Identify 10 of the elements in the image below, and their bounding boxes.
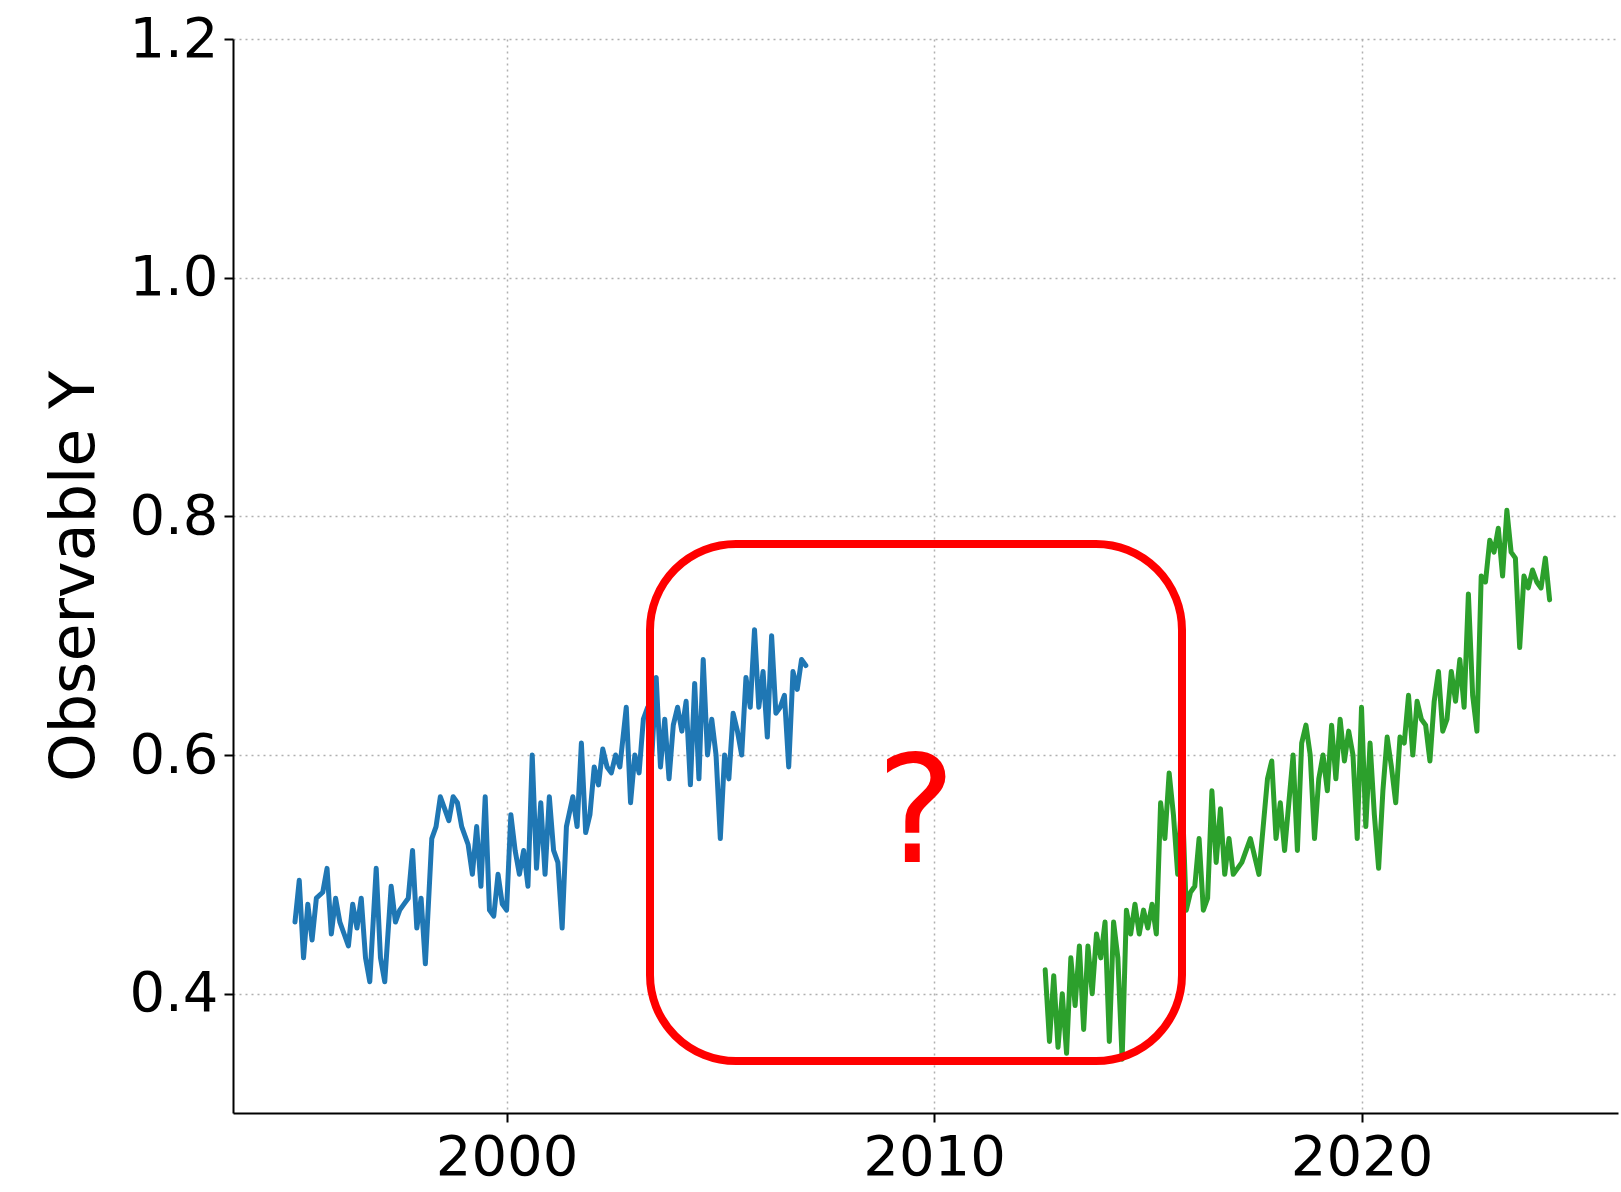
y-tick-label: 0.8 (129, 481, 219, 547)
y-tick-label: 1.0 (129, 243, 219, 309)
y-tick-label: 0.4 (129, 959, 219, 1025)
y-tick-label: 0.6 (129, 720, 219, 786)
y-axis-title: Observable Y (36, 370, 110, 783)
x-tick-label: 2020 (1290, 1122, 1434, 1188)
annotation: ? (875, 723, 957, 897)
y-tick-label: 1.2 (129, 4, 219, 70)
x-tick-label: 2000 (435, 1122, 579, 1188)
x-tick-label: 2010 (863, 1122, 1006, 1188)
